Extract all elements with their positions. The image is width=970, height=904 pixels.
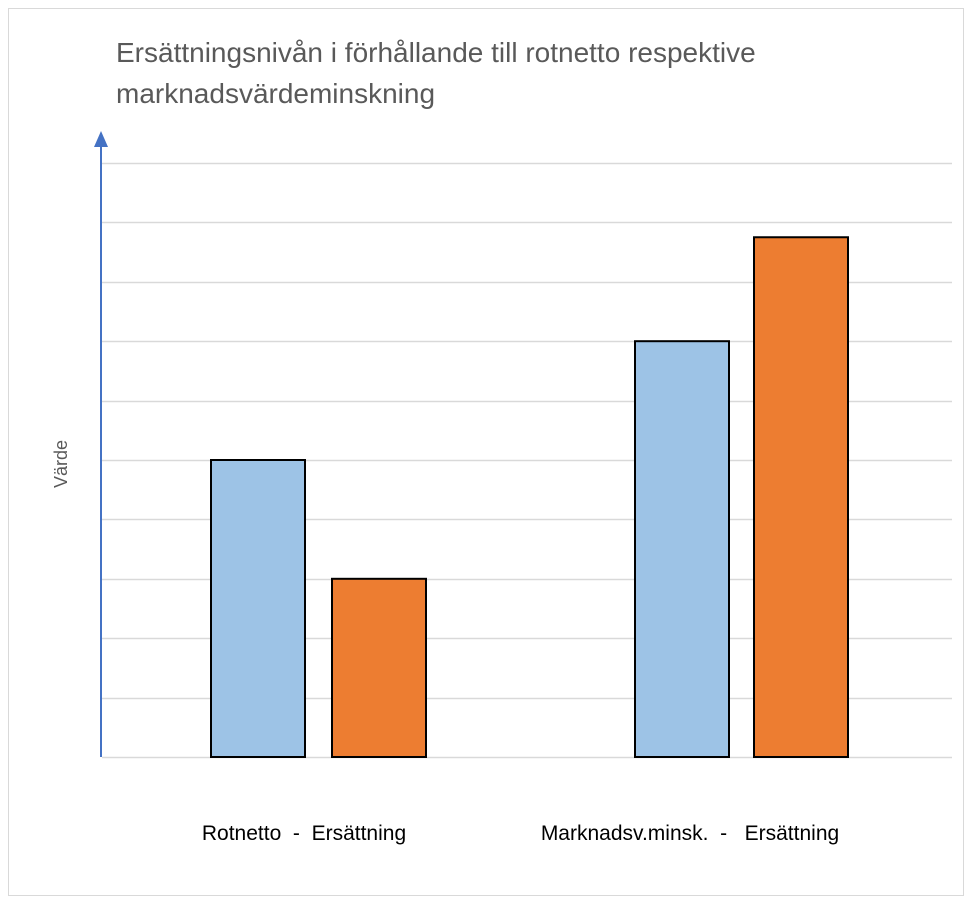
y-axis-label: Värde <box>51 440 71 488</box>
axes <box>94 131 108 757</box>
x-category-label: Rotnetto - Ersättning <box>202 822 406 845</box>
x-category-label: Marknadsv.minsk. - Ersättning <box>541 822 839 845</box>
chart-title: Ersättningsnivån i förhållande till rotn… <box>116 37 756 109</box>
bar-1-2 <box>331 577 427 758</box>
bar-2-2 <box>753 236 849 758</box>
bar-2-1 <box>634 340 730 758</box>
labels: Värde Rotnetto - Ersättning Marknadsv.min… <box>51 440 839 845</box>
bars <box>210 236 849 758</box>
bar-1-1 <box>210 459 306 758</box>
y-axis-arrow-icon <box>94 131 108 147</box>
